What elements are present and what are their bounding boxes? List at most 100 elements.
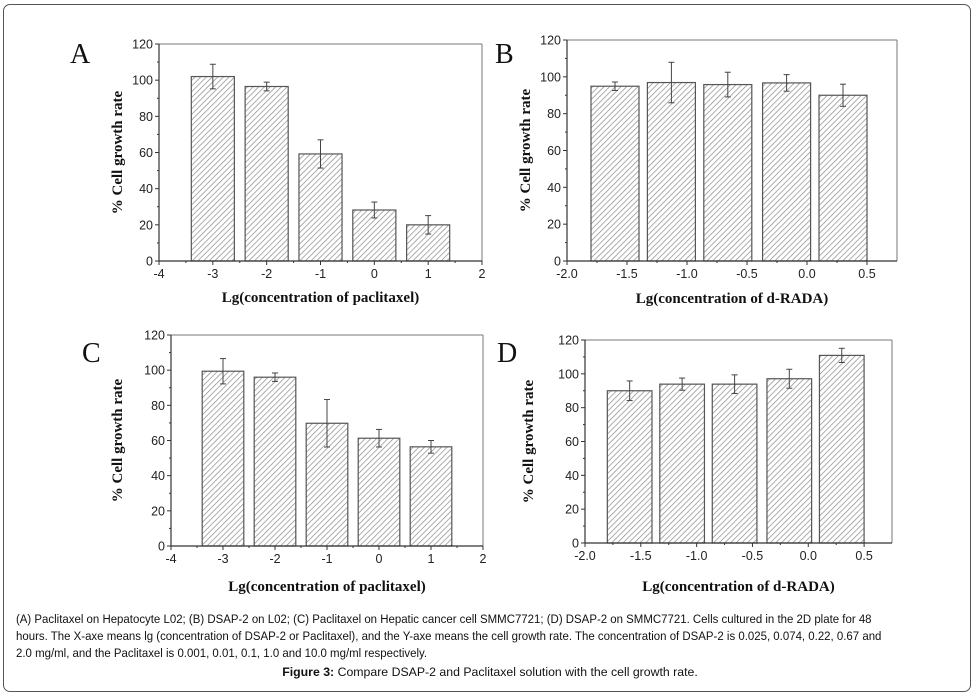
bar	[201, 370, 245, 547]
x-tick-label: -3	[217, 552, 228, 566]
x-tick-label: -2.0	[556, 267, 578, 281]
y-tick-label: 80	[151, 399, 165, 413]
y-axis-title: % Cell growth rate	[110, 90, 126, 214]
bar	[818, 94, 868, 262]
error-bar	[786, 368, 793, 389]
y-tick-label: 120	[558, 334, 579, 348]
y-tick-label: 60	[547, 144, 561, 158]
x-tick-label: 0	[371, 267, 378, 281]
x-axis-title: Lg(concentration of paclitaxel)	[228, 579, 425, 595]
y-tick-label: 40	[151, 469, 165, 483]
error-bar	[679, 377, 686, 391]
y-tick-label: 100	[132, 74, 153, 88]
error-bar	[371, 201, 378, 219]
y-tick-label: 20	[151, 504, 165, 518]
x-tick-label: -1	[315, 267, 326, 281]
y-tick-label: 20	[565, 503, 579, 517]
error-bar	[612, 81, 618, 91]
y-tick-label: 120	[540, 34, 561, 48]
bar	[711, 383, 758, 544]
error-bar	[838, 347, 845, 363]
error-bar	[731, 374, 738, 394]
y-tick-label: 0	[146, 255, 153, 269]
bar	[766, 378, 813, 544]
x-tick-label: -1.0	[686, 549, 708, 563]
x-tick-label: 0.0	[800, 549, 817, 563]
x-tick-label: 2	[480, 552, 487, 566]
x-tick-label: -2.0	[574, 549, 596, 563]
x-axis-title: Lg(concentration of d-RADA)	[636, 291, 828, 307]
chart-panel-a: A 0 20 40 60 80 100 120 -4 -3 -2 -1 0 1 2 Lg(concentrat…	[70, 38, 486, 307]
y-tick-label: 100	[144, 364, 165, 378]
y-tick-label: 120	[132, 38, 153, 52]
bar	[244, 85, 289, 262]
y-axis-title: % Cell growth rate	[518, 88, 534, 212]
x-tick-label: 0.0	[798, 267, 815, 281]
error-bar	[317, 139, 324, 169]
error-bar	[263, 81, 270, 92]
bar	[357, 437, 401, 547]
error-bar	[209, 63, 216, 90]
y-tick-label: 80	[139, 110, 153, 124]
x-tick-label: -1.5	[630, 549, 652, 563]
x-tick-label: 2	[479, 267, 486, 281]
panel-letter: C	[82, 338, 101, 369]
error-bar	[783, 74, 790, 92]
x-tick-label: -2	[269, 552, 280, 566]
x-tick-label: -0.5	[736, 267, 758, 281]
y-tick-label: 60	[139, 146, 153, 160]
chart-panel-c: C 0 20 40 60 80 100 120 -4 -3 -2 -1 0 1 2 Lg(concentrat…	[82, 329, 487, 596]
bar	[253, 376, 297, 547]
x-axis-title: Lg(concentration of d-RADA)	[642, 579, 834, 595]
y-axis-title: % Cell growth rate	[110, 378, 126, 502]
y-tick-label: 80	[565, 401, 579, 415]
x-tick-label: 0	[376, 552, 383, 566]
error-bar	[626, 380, 633, 402]
x-tick-label: -1	[321, 552, 332, 566]
error-bar	[668, 61, 675, 104]
x-tick-label: -4	[165, 552, 176, 566]
y-tick-label: 20	[547, 218, 561, 232]
error-bar	[724, 71, 731, 98]
y-tick-label: 100	[558, 367, 579, 381]
x-tick-label: 0.5	[858, 267, 875, 281]
figure-caption: (A) Paclitaxel on Hepatocyte L02; (B) DS…	[16, 612, 882, 660]
y-tick-label: 60	[565, 435, 579, 449]
x-tick-label: -4	[153, 267, 164, 281]
y-axis-title: % Cell growth rate	[521, 379, 537, 503]
figure-frame	[3, 4, 971, 692]
figure-title-label: Figure 3:	[282, 665, 335, 679]
x-axis-title: Lg(concentration of paclitaxel)	[222, 290, 419, 306]
x-tick-label: -1.5	[616, 267, 638, 281]
bar	[298, 153, 343, 262]
bar	[590, 85, 640, 262]
error-bar	[428, 440, 434, 454]
bar	[659, 383, 706, 544]
x-tick-label: 1	[425, 267, 432, 281]
panel-letter: A	[70, 39, 91, 70]
bar	[703, 83, 753, 262]
error-bar	[272, 372, 278, 382]
error-bar	[376, 428, 382, 448]
x-tick-label: -3	[207, 267, 218, 281]
error-bar	[324, 399, 330, 448]
x-tick-label: -2	[261, 267, 272, 281]
chart-panel-d: D 0 20 40 60 80 100 120 -2.0 -1.5 -1.0 -0.5 0.0 0.5 Lg…	[497, 334, 893, 595]
panel-letter: B	[495, 39, 514, 70]
panel-letter: D	[497, 338, 517, 369]
bar	[761, 82, 812, 262]
figure-title: Figure 3: Compare DSAP-2 and Paclitaxel …	[0, 665, 980, 679]
y-tick-label: 0	[158, 540, 165, 554]
figure-title-text: Compare DSAP-2 and Paclitaxel solution w…	[334, 665, 698, 679]
chart-panel-b: B 0 20 40 60 80 100 120 -2.0 -1.5 -1.0 -0.5 0.0 0.5 Lg…	[495, 34, 898, 307]
bar	[818, 354, 865, 544]
x-tick-label: -0.5	[742, 549, 764, 563]
y-tick-label: 100	[540, 70, 561, 84]
error-bar	[425, 215, 432, 235]
y-tick-label: 40	[547, 181, 561, 195]
x-tick-label: 0.5	[855, 549, 872, 563]
y-tick-label: 40	[565, 469, 579, 483]
bar	[409, 446, 453, 547]
bar	[190, 75, 235, 262]
x-tick-label: -1.0	[676, 267, 698, 281]
